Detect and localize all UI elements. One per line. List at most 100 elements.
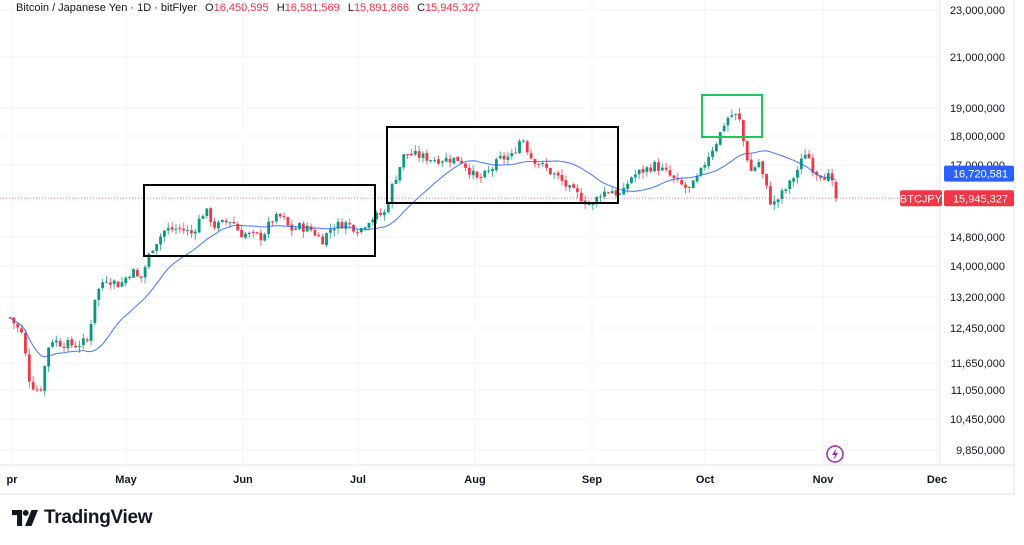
candle-body[interactable] bbox=[649, 167, 653, 172]
candle-body[interactable] bbox=[703, 165, 707, 168]
candle-body[interactable] bbox=[471, 170, 475, 176]
candle-body[interactable] bbox=[313, 230, 317, 236]
candle-body[interactable] bbox=[807, 153, 811, 159]
candle-body[interactable] bbox=[379, 213, 382, 216]
candle-body[interactable] bbox=[730, 115, 734, 117]
candle-body[interactable] bbox=[780, 190, 784, 199]
candle-body[interactable] bbox=[576, 188, 579, 193]
candle-body[interactable] bbox=[328, 229, 332, 233]
candle-body[interactable] bbox=[444, 157, 448, 162]
candle-body[interactable] bbox=[606, 192, 610, 194]
candle-body[interactable] bbox=[753, 167, 757, 171]
candle-body[interactable] bbox=[116, 281, 120, 288]
candle-body[interactable] bbox=[525, 141, 529, 153]
candle-body[interactable] bbox=[734, 113, 738, 115]
candle-body[interactable] bbox=[448, 158, 452, 163]
candle-body[interactable] bbox=[483, 170, 487, 178]
symbol-title[interactable]: Bitcoin / Japanese Yen · 1D · bitFlyer bbox=[16, 2, 197, 14]
candle-body[interactable] bbox=[552, 173, 556, 175]
candle-body[interactable] bbox=[618, 193, 622, 195]
candle-body[interactable] bbox=[711, 150, 714, 157]
candle-body[interactable] bbox=[58, 341, 62, 347]
candle-body[interactable] bbox=[452, 157, 456, 164]
candle-body[interactable] bbox=[344, 222, 348, 229]
candle-body[interactable] bbox=[541, 163, 545, 165]
candle-body[interactable] bbox=[124, 277, 128, 284]
candle-body[interactable] bbox=[738, 113, 741, 120]
candle-body[interactable] bbox=[363, 227, 367, 229]
candle-body[interactable] bbox=[487, 170, 491, 172]
candle-body[interactable] bbox=[155, 244, 159, 251]
candle-body[interactable] bbox=[398, 167, 402, 181]
candle-body[interactable] bbox=[657, 162, 660, 171]
candle-body[interactable] bbox=[251, 231, 255, 233]
candle-body[interactable] bbox=[356, 232, 359, 234]
candle-body[interactable] bbox=[336, 221, 340, 229]
consolidation-box-may-jul[interactable] bbox=[143, 184, 376, 257]
candle-body[interactable] bbox=[190, 230, 193, 234]
candle-body[interactable] bbox=[788, 180, 792, 190]
candle-body[interactable] bbox=[47, 347, 50, 367]
candle-body[interactable] bbox=[244, 234, 247, 238]
candle-body[interactable] bbox=[587, 204, 591, 206]
candle-body[interactable] bbox=[707, 156, 711, 167]
candle-body[interactable] bbox=[263, 234, 267, 241]
peak-box-oct[interactable] bbox=[701, 94, 763, 138]
candle-body[interactable] bbox=[742, 120, 745, 141]
candle-body[interactable] bbox=[340, 222, 344, 229]
candle-body[interactable] bbox=[680, 180, 684, 185]
candle-body[interactable] bbox=[765, 173, 768, 186]
candle-body[interactable] bbox=[232, 222, 236, 224]
candle-body[interactable] bbox=[429, 160, 433, 162]
candle-body[interactable] bbox=[205, 208, 209, 217]
candle-body[interactable] bbox=[255, 232, 259, 234]
candle-body[interactable] bbox=[437, 159, 440, 164]
candle-body[interactable] bbox=[749, 159, 753, 172]
candle-body[interactable] bbox=[537, 163, 541, 165]
price-chart[interactable]: 23,000,000 21,000,000 19,000,000 18,000,000… bbox=[0, 0, 1024, 495]
candle-body[interactable] bbox=[325, 233, 328, 246]
candle-body[interactable] bbox=[390, 183, 394, 204]
candle-body[interactable] bbox=[823, 178, 826, 180]
candle-body[interactable] bbox=[78, 345, 81, 347]
candle-body[interactable] bbox=[757, 162, 761, 168]
candle-body[interactable] bbox=[224, 220, 228, 223]
candle-body[interactable] bbox=[545, 163, 548, 168]
candle-body[interactable] bbox=[796, 169, 799, 178]
candle-body[interactable] bbox=[70, 339, 74, 346]
candle-body[interactable] bbox=[371, 219, 375, 223]
candle-body[interactable] bbox=[386, 204, 390, 213]
candle-body[interactable] bbox=[498, 156, 502, 159]
candle-body[interactable] bbox=[383, 212, 386, 216]
candle-body[interactable] bbox=[108, 282, 112, 285]
candle-body[interactable] bbox=[626, 183, 629, 189]
candle-body[interactable] bbox=[776, 199, 780, 203]
candle-body[interactable] bbox=[151, 250, 155, 254]
candle-body[interactable] bbox=[247, 232, 251, 235]
candle-body[interactable] bbox=[321, 236, 325, 245]
candle-body[interactable] bbox=[792, 178, 795, 182]
candle-body[interactable] bbox=[166, 228, 170, 231]
candle-body[interactable] bbox=[645, 167, 649, 172]
candle-body[interactable] bbox=[240, 229, 243, 238]
candle-body[interactable] bbox=[163, 230, 166, 237]
candle-body[interactable] bbox=[54, 340, 58, 343]
candle-body[interactable] bbox=[259, 232, 263, 241]
candle-body[interactable] bbox=[402, 154, 406, 168]
candle-body[interactable] bbox=[714, 144, 718, 152]
candle-body[interactable] bbox=[267, 221, 271, 235]
candle-body[interactable] bbox=[271, 221, 274, 223]
candle-body[interactable] bbox=[556, 172, 560, 176]
candle-body[interactable] bbox=[595, 196, 599, 204]
candle-body[interactable] bbox=[514, 152, 518, 154]
candle-body[interactable] bbox=[803, 154, 807, 159]
candle-body[interactable] bbox=[568, 185, 572, 188]
candle-body[interactable] bbox=[630, 177, 633, 183]
candle-body[interactable] bbox=[39, 389, 43, 391]
candle-body[interactable] bbox=[491, 169, 494, 172]
candle-body[interactable] bbox=[425, 152, 429, 161]
candle-body[interactable] bbox=[332, 229, 336, 231]
candle-body[interactable] bbox=[603, 191, 606, 197]
candle-body[interactable] bbox=[660, 167, 664, 171]
candle-body[interactable] bbox=[413, 150, 417, 155]
